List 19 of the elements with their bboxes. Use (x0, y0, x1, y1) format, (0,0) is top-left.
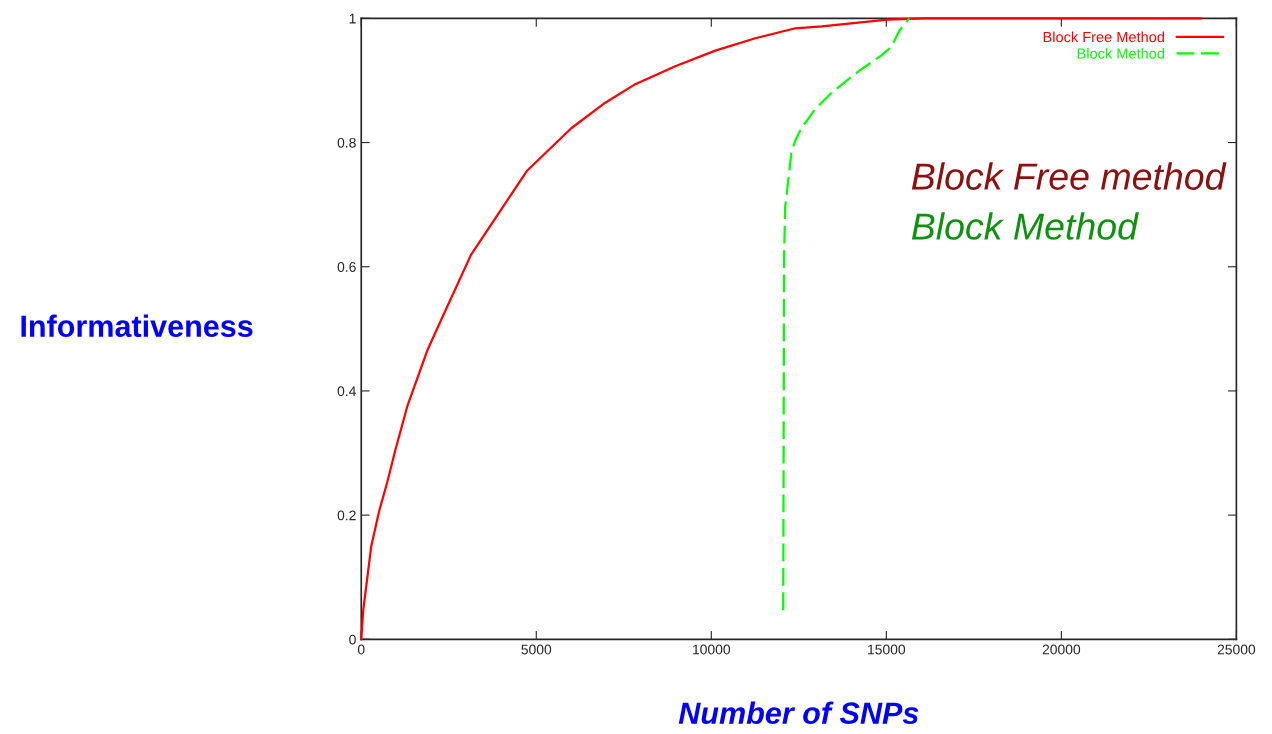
x-axis-title: Number of SNPs (678, 701, 919, 725)
legend-label: Block Method (1077, 47, 1164, 59)
y-tick-label: 1 (349, 13, 356, 24)
y-tick-label: 0 (349, 634, 356, 645)
y-tick-label: 0.6 (337, 262, 356, 272)
x-tick-label: 0 (357, 644, 365, 655)
annotation: Block Method (911, 212, 1139, 240)
x-tick-label: 15000 (868, 644, 906, 655)
legend-label: Block Free Method (1043, 31, 1164, 43)
y-tick-label: 0.2 (337, 510, 356, 521)
y-tick-label: 0.4 (337, 386, 356, 397)
y-axis-title: Informativeness (21, 314, 253, 338)
x-tick-label: 20000 (1042, 644, 1081, 655)
line-series (782, 17, 911, 612)
x-tick-label: 5000 (521, 644, 552, 655)
annotation: Block Free method (911, 162, 1227, 190)
y-tick-label: 0.8 (337, 137, 356, 148)
x-tick-label: 25000 (1217, 644, 1256, 655)
x-tick-label: 10000 (693, 644, 731, 655)
